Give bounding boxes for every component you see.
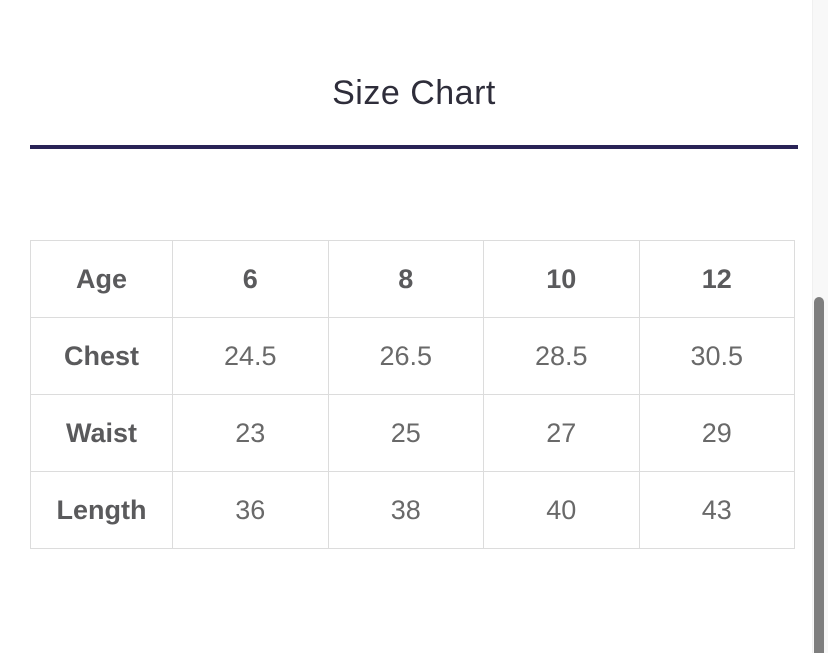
table-cell: 30.5 — [638, 317, 795, 395]
table-row-chest: Chest 24.5 26.5 28.5 30.5 — [30, 317, 795, 395]
header-cell-age-12: 12 — [638, 240, 795, 318]
table-header-row: Age 6 8 10 12 — [30, 240, 795, 318]
row-label-waist: Waist — [30, 394, 173, 472]
table-cell: 28.5 — [483, 317, 640, 395]
vertical-scrollbar-thumb[interactable] — [814, 297, 824, 653]
table-cell: 40 — [483, 471, 640, 549]
table-cell: 38 — [327, 471, 484, 549]
table-row-length: Length 36 38 40 43 — [30, 471, 795, 549]
table-cell: 26.5 — [327, 317, 484, 395]
row-label-length: Length — [30, 471, 173, 549]
size-chart-section: Size Chart Age 6 8 10 12 Chest 24.5 26.5… — [30, 0, 798, 549]
page-title: Size Chart — [332, 74, 496, 112]
table-row-waist: Waist 23 25 27 29 — [30, 394, 795, 472]
header-cell-age-6: 6 — [172, 240, 329, 318]
table-cell: 36 — [172, 471, 329, 549]
row-label-chest: Chest — [30, 317, 173, 395]
size-chart-table: Age 6 8 10 12 Chest 24.5 26.5 28.5 30.5 … — [30, 240, 795, 549]
table-cell: 27 — [483, 394, 640, 472]
vertical-scrollbar-track[interactable] — [812, 0, 828, 653]
header-cell-age-10: 10 — [483, 240, 640, 318]
title-divider — [30, 145, 798, 149]
header-cell-age-8: 8 — [327, 240, 484, 318]
table-cell: 25 — [327, 394, 484, 472]
table-cell: 43 — [638, 471, 795, 549]
table-cell: 24.5 — [172, 317, 329, 395]
table-cell: 23 — [172, 394, 329, 472]
table-cell: 29 — [638, 394, 795, 472]
header-cell-age: Age — [30, 240, 173, 318]
